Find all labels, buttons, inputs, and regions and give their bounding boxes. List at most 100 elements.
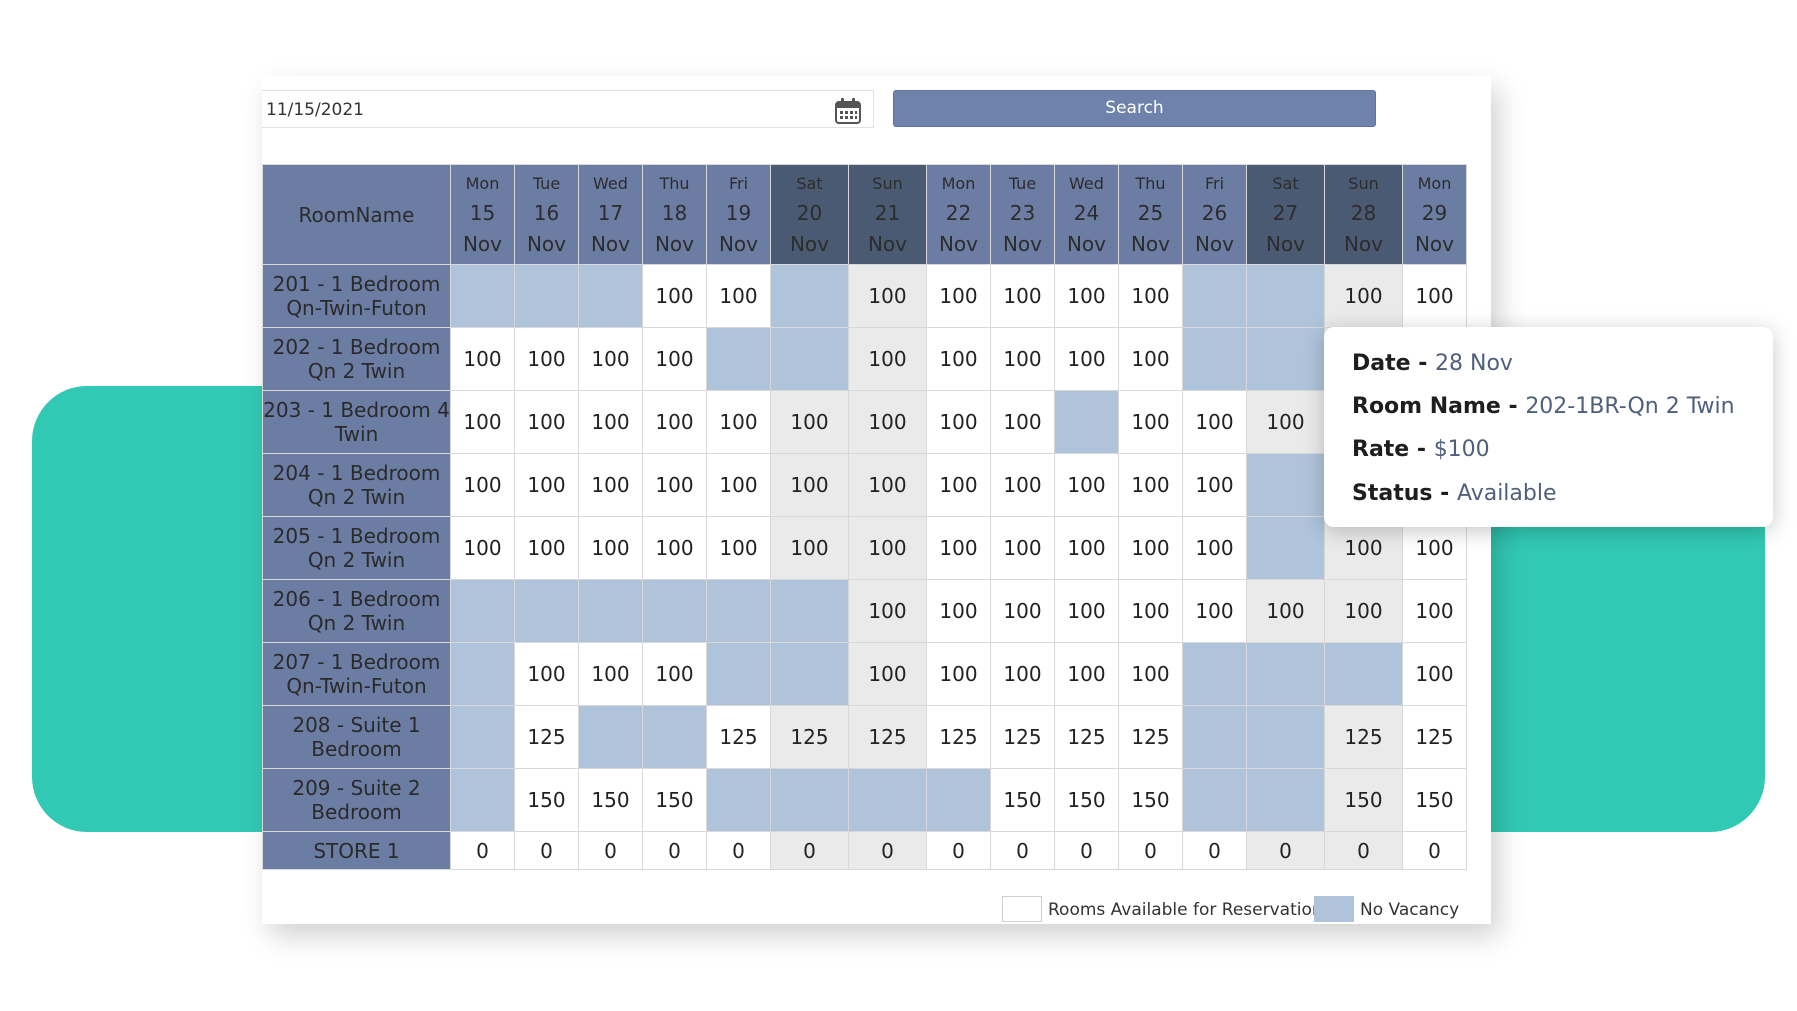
rate-cell[interactable]: 100 xyxy=(926,390,991,454)
rate-cell[interactable]: 100 xyxy=(642,453,707,517)
rate-cell[interactable]: 100 xyxy=(1182,579,1247,643)
rate-cell[interactable]: 100 xyxy=(578,453,643,517)
rate-cell[interactable]: 100 xyxy=(578,390,643,454)
rate-cell[interactable]: 100 xyxy=(926,516,991,580)
date-input-value[interactable]: 11/15/2021 xyxy=(266,100,364,120)
rate-cell-no-vacancy[interactable] xyxy=(706,579,771,643)
rate-cell[interactable]: 100 xyxy=(990,327,1055,391)
rate-cell[interactable]: 100 xyxy=(1324,579,1403,643)
rate-cell[interactable]: 100 xyxy=(642,327,707,391)
rate-cell[interactable]: 100 xyxy=(642,390,707,454)
rate-cell[interactable]: 100 xyxy=(848,390,927,454)
rate-cell-no-vacancy[interactable] xyxy=(450,579,515,643)
rate-cell[interactable]: 125 xyxy=(1118,705,1183,769)
rate-cell[interactable]: 100 xyxy=(706,264,771,328)
rate-cell[interactable]: 100 xyxy=(706,390,771,454)
rate-cell-no-vacancy[interactable] xyxy=(578,705,643,769)
rate-cell[interactable]: 100 xyxy=(926,327,991,391)
rate-cell[interactable]: 100 xyxy=(514,390,579,454)
rate-cell[interactable]: 0 xyxy=(706,831,771,870)
rate-cell-no-vacancy[interactable] xyxy=(1054,390,1119,454)
rate-cell[interactable]: 100 xyxy=(578,516,643,580)
rate-cell-no-vacancy[interactable] xyxy=(770,327,849,391)
date-input[interactable]: 11/15/2021 xyxy=(262,90,874,128)
rate-cell[interactable]: 150 xyxy=(1324,768,1403,832)
rate-cell-no-vacancy[interactable] xyxy=(1182,768,1247,832)
rate-cell[interactable]: 150 xyxy=(578,768,643,832)
rate-cell[interactable]: 125 xyxy=(770,705,849,769)
rate-cell-no-vacancy[interactable] xyxy=(1246,705,1325,769)
rate-cell[interactable]: 100 xyxy=(1118,516,1183,580)
rate-cell[interactable]: 100 xyxy=(1182,390,1247,454)
rate-cell[interactable]: 100 xyxy=(1118,327,1183,391)
rate-cell-no-vacancy[interactable] xyxy=(770,642,849,706)
rate-cell-no-vacancy[interactable] xyxy=(770,579,849,643)
rate-cell[interactable]: 100 xyxy=(926,579,991,643)
rate-cell[interactable]: 100 xyxy=(990,579,1055,643)
calendar-icon[interactable] xyxy=(834,97,862,125)
rate-cell-no-vacancy[interactable] xyxy=(514,264,579,328)
rate-cell[interactable]: 100 xyxy=(450,516,515,580)
rate-cell[interactable]: 100 xyxy=(1054,642,1119,706)
rate-cell[interactable]: 100 xyxy=(450,327,515,391)
rate-cell[interactable]: 0 xyxy=(990,831,1055,870)
rate-cell-no-vacancy[interactable] xyxy=(450,705,515,769)
rate-cell[interactable]: 100 xyxy=(1118,453,1183,517)
rate-cell[interactable]: 100 xyxy=(514,453,579,517)
rate-cell-no-vacancy[interactable] xyxy=(578,264,643,328)
rate-cell[interactable]: 0 xyxy=(1324,831,1403,870)
rate-cell[interactable]: 125 xyxy=(1054,705,1119,769)
rate-cell-no-vacancy[interactable] xyxy=(1246,264,1325,328)
rate-cell-no-vacancy[interactable] xyxy=(1246,516,1325,580)
rate-cell[interactable]: 150 xyxy=(1402,768,1467,832)
rate-cell[interactable]: 100 xyxy=(770,453,849,517)
rate-cell-no-vacancy[interactable] xyxy=(770,264,849,328)
rate-cell[interactable]: 125 xyxy=(706,705,771,769)
rate-cell[interactable]: 100 xyxy=(848,579,927,643)
rate-cell[interactable]: 100 xyxy=(1118,390,1183,454)
rate-cell[interactable]: 100 xyxy=(990,453,1055,517)
rate-cell[interactable]: 100 xyxy=(642,516,707,580)
rate-cell[interactable]: 0 xyxy=(642,831,707,870)
rate-cell[interactable]: 0 xyxy=(770,831,849,870)
rate-cell-no-vacancy[interactable] xyxy=(1182,327,1247,391)
search-button[interactable]: Search xyxy=(893,90,1376,127)
rate-cell[interactable]: 125 xyxy=(926,705,991,769)
rate-cell[interactable]: 150 xyxy=(1118,768,1183,832)
rate-cell-no-vacancy[interactable] xyxy=(848,768,927,832)
rate-cell-no-vacancy[interactable] xyxy=(706,327,771,391)
rate-cell-no-vacancy[interactable] xyxy=(1246,768,1325,832)
rate-cell[interactable]: 100 xyxy=(990,642,1055,706)
rate-cell[interactable]: 100 xyxy=(642,642,707,706)
rate-cell[interactable]: 100 xyxy=(1054,579,1119,643)
rate-cell[interactable]: 0 xyxy=(926,831,991,870)
rate-cell[interactable]: 100 xyxy=(848,453,927,517)
rate-cell[interactable]: 150 xyxy=(1054,768,1119,832)
rate-cell[interactable]: 0 xyxy=(450,831,515,870)
rate-cell-no-vacancy[interactable] xyxy=(1246,327,1325,391)
rate-cell[interactable]: 100 xyxy=(990,264,1055,328)
rate-cell[interactable]: 125 xyxy=(514,705,579,769)
rate-cell[interactable]: 150 xyxy=(514,768,579,832)
rate-cell[interactable]: 125 xyxy=(848,705,927,769)
rate-cell-no-vacancy[interactable] xyxy=(1324,642,1403,706)
rate-cell[interactable]: 100 xyxy=(578,327,643,391)
rate-cell-no-vacancy[interactable] xyxy=(706,768,771,832)
rate-cell[interactable]: 150 xyxy=(990,768,1055,832)
rate-cell-no-vacancy[interactable] xyxy=(450,768,515,832)
rate-cell[interactable]: 100 xyxy=(926,642,991,706)
rate-cell[interactable]: 100 xyxy=(848,264,927,328)
rate-cell[interactable]: 0 xyxy=(514,831,579,870)
rate-cell[interactable]: 100 xyxy=(514,516,579,580)
rate-cell[interactable]: 100 xyxy=(1054,453,1119,517)
rate-cell-no-vacancy[interactable] xyxy=(1182,264,1247,328)
rate-cell[interactable]: 100 xyxy=(1118,642,1183,706)
rate-cell[interactable]: 0 xyxy=(1246,831,1325,870)
rate-cell[interactable]: 125 xyxy=(1402,705,1467,769)
rate-cell-no-vacancy[interactable] xyxy=(1182,705,1247,769)
rate-cell-no-vacancy[interactable] xyxy=(706,642,771,706)
rate-cell-no-vacancy[interactable] xyxy=(450,264,515,328)
rate-cell[interactable]: 100 xyxy=(642,264,707,328)
rate-cell-no-vacancy[interactable] xyxy=(578,579,643,643)
rate-cell[interactable]: 0 xyxy=(1402,831,1467,870)
